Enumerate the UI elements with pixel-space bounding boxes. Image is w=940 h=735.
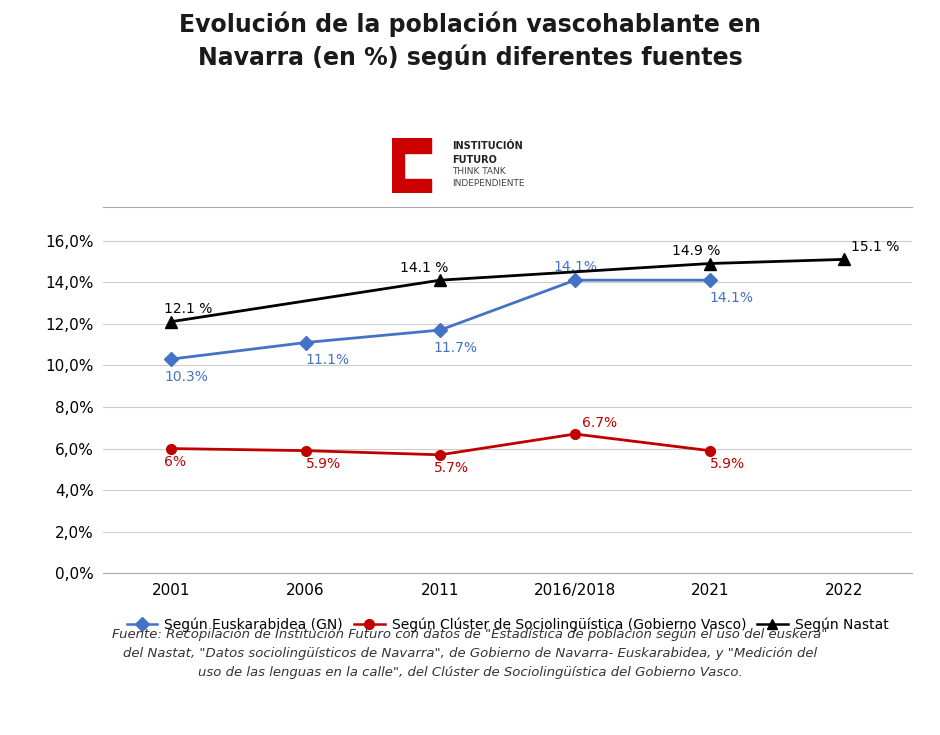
Text: INDEPENDIENTE: INDEPENDIENTE: [452, 179, 525, 188]
Text: FUTURO: FUTURO: [452, 155, 496, 165]
Text: 14.1%: 14.1%: [710, 291, 754, 305]
Text: 10.3%: 10.3%: [164, 370, 208, 384]
Legend: Según Euskarabidea (GN), Según Clúster de Sociolingüística (Gobierno Vasco), Seg: Según Euskarabidea (GN), Según Clúster d…: [121, 612, 894, 637]
Text: 5.7%: 5.7%: [433, 462, 468, 476]
Text: THINK TANK: THINK TANK: [452, 168, 506, 176]
Text: 11.7%: 11.7%: [433, 341, 478, 355]
Text: 5.9%: 5.9%: [710, 457, 744, 471]
Text: Fuente: Recopilación de Institución Futuro con datos de "Estadística de poblacio: Fuente: Recopilación de Institución Futu…: [112, 628, 828, 679]
Text: 14.9 %: 14.9 %: [672, 244, 720, 258]
Text: 11.1%: 11.1%: [306, 354, 350, 368]
Bar: [393, 138, 404, 193]
Text: Evolución de la población vascohablante en
Navarra (en %) según diferentes fuent: Evolución de la población vascohablante …: [179, 11, 761, 71]
Text: 15.1 %: 15.1 %: [851, 240, 900, 254]
Text: 6.7%: 6.7%: [582, 415, 617, 429]
Text: 14.1 %: 14.1 %: [400, 261, 448, 275]
Bar: [393, 179, 431, 193]
Text: 6%: 6%: [164, 455, 186, 469]
Bar: [393, 138, 431, 154]
Text: 12.1 %: 12.1 %: [164, 302, 212, 316]
Text: INSTITUCIÓN: INSTITUCIÓN: [452, 141, 523, 151]
Text: 14.1%: 14.1%: [553, 259, 597, 273]
Text: 5.9%: 5.9%: [306, 457, 340, 471]
